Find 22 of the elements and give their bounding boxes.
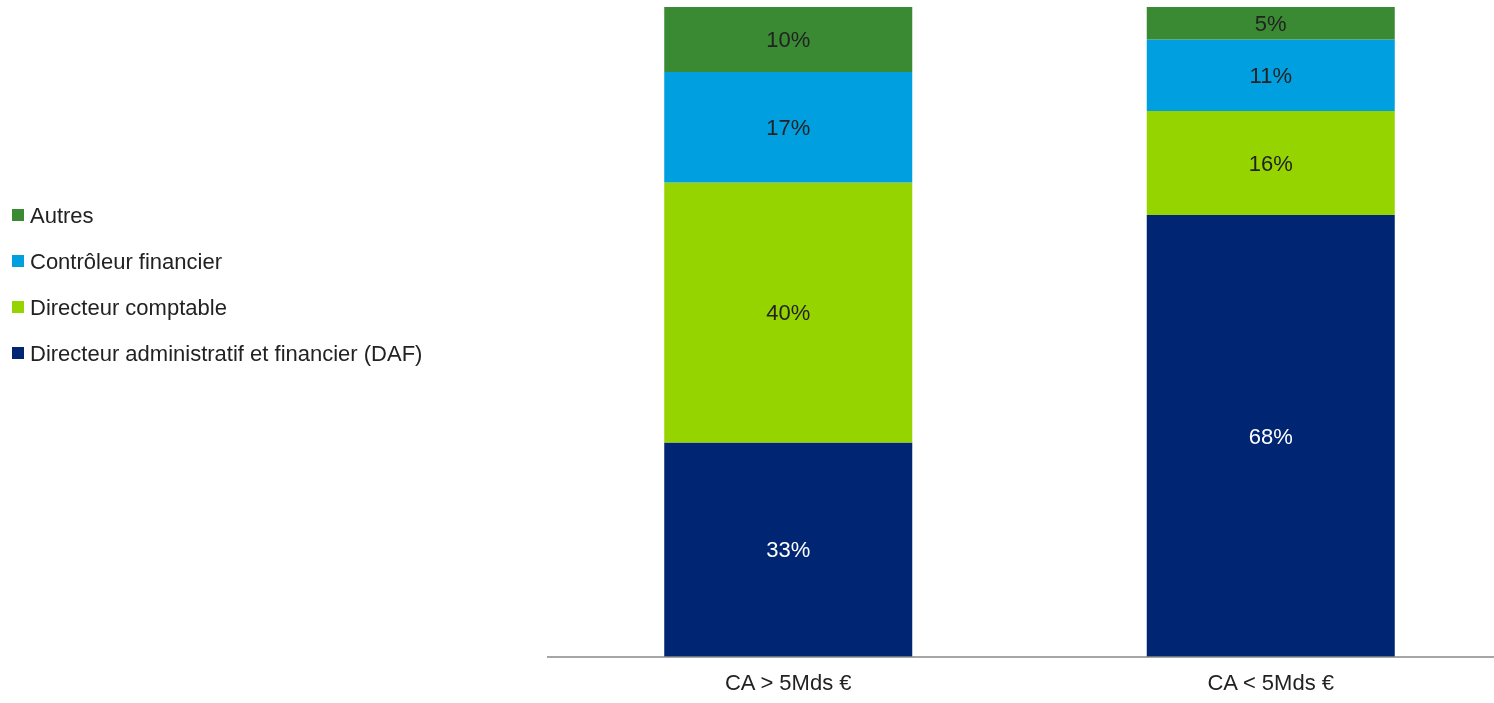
data-label: 68% <box>1248 423 1293 449</box>
bar <box>1146 111 1395 215</box>
data-label: 16% <box>1248 150 1293 176</box>
data-label: 17% <box>766 114 811 140</box>
bar <box>1146 39 1395 111</box>
data-label: 5% <box>1254 10 1287 36</box>
data-label: 10% <box>766 27 811 52</box>
bar <box>664 442 913 657</box>
data-label: 40% <box>766 300 811 325</box>
bar <box>1146 7 1395 40</box>
legend-label: Autres <box>30 202 94 228</box>
x-tick-label: CA < 5Mds € <box>1207 670 1335 695</box>
legend-label: Directeur comptable <box>30 294 227 320</box>
data-label: 11% <box>1249 62 1292 88</box>
bar <box>664 182 913 443</box>
bar <box>664 72 913 183</box>
legend-label: Contrôleur financier <box>30 248 222 274</box>
legend-label: Directeur administratif et financier (DAF) <box>30 340 423 366</box>
data-label: 33% <box>766 537 811 563</box>
x-tick-label: CA > 5Mds € <box>724 670 852 695</box>
bar <box>664 7 913 72</box>
bar <box>1146 215 1395 657</box>
